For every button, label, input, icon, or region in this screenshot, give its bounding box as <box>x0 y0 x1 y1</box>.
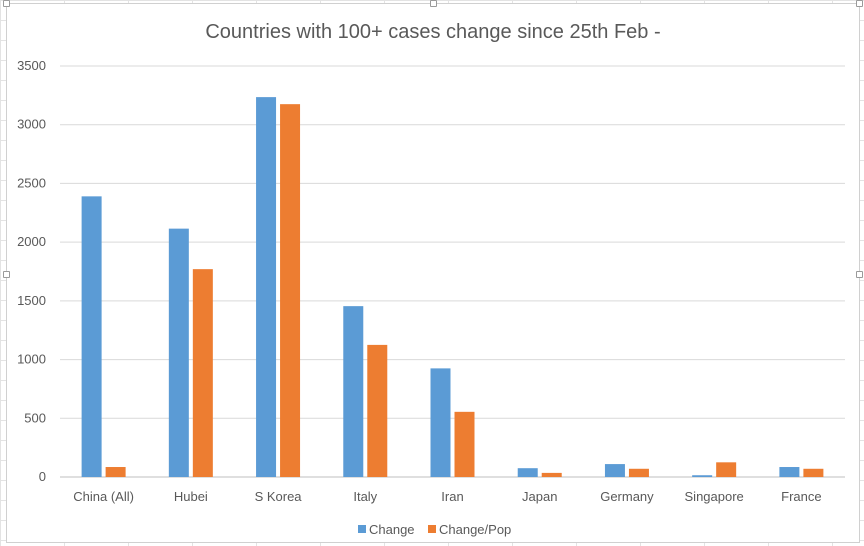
x-tick-label: China (All) <box>73 489 134 504</box>
bar-change-pop-2[interactable] <box>280 104 301 478</box>
bar-change-pop-1[interactable] <box>192 269 213 477</box>
y-tick-label: 2000 <box>17 234 46 249</box>
bar-change-0[interactable] <box>81 196 102 478</box>
y-tick-label: 3000 <box>17 117 46 132</box>
chart-title: Countries with 100+ cases change since 2… <box>205 21 660 43</box>
x-axis-tick-labels: China (All) Hubei S Korea Italy Iran Japan Ger… <box>73 489 821 504</box>
resize-handle-top-right[interactable] <box>856 0 863 7</box>
bar-change-pop-6[interactable] <box>628 468 649 477</box>
bar-change-pop-4[interactable] <box>454 411 475 477</box>
legend-swatch <box>358 525 366 533</box>
x-tick-label: Germany <box>600 489 654 504</box>
gridlines <box>60 65 845 478</box>
x-tick-label: Singapore <box>685 489 744 504</box>
y-tick-label: 3500 <box>17 58 46 73</box>
y-tick-label: 500 <box>24 410 46 425</box>
bar-change-5[interactable] <box>517 468 538 477</box>
legend: Change Change/Pop <box>358 522 511 537</box>
bar-change-8[interactable] <box>779 467 800 477</box>
resize-handle-top[interactable] <box>430 0 437 7</box>
x-tick-label: Iran <box>441 489 463 504</box>
legend-label: Change <box>369 522 415 537</box>
y-tick-label: 0 <box>39 469 46 484</box>
x-tick-label: Japan <box>522 489 557 504</box>
x-tick-label: S Korea <box>255 489 303 504</box>
resize-handle-left[interactable] <box>3 271 10 278</box>
bar-change-3[interactable] <box>343 306 364 477</box>
bar-change-pop-7[interactable] <box>716 462 737 477</box>
legend-swatch <box>428 525 436 533</box>
resize-handle-right[interactable] <box>856 271 863 278</box>
y-tick-label: 1000 <box>17 352 46 367</box>
bar-change-2[interactable] <box>256 97 277 478</box>
bar-change-pop-5[interactable] <box>541 472 562 477</box>
bar-change-pop-8[interactable] <box>803 468 824 477</box>
y-tick-label: 2500 <box>17 175 46 190</box>
bar-change-6[interactable] <box>604 464 625 477</box>
x-tick-label: France <box>781 489 821 504</box>
resize-handle-top-left[interactable] <box>3 0 10 7</box>
bar-change-4[interactable] <box>430 368 451 477</box>
bar-change-pop-3[interactable] <box>367 344 388 477</box>
x-tick-label: Hubei <box>174 489 208 504</box>
x-tick-label: Italy <box>353 489 377 504</box>
bar-change-7[interactable] <box>692 475 713 477</box>
bar-change-pop-0[interactable] <box>105 467 126 477</box>
bar-change-1[interactable] <box>168 228 189 477</box>
y-tick-label: 1500 <box>17 293 46 308</box>
y-axis-tick-labels: 0 500 1000 1500 2000 2500 3000 3500 <box>17 58 46 484</box>
legend-label: Change/Pop <box>439 522 511 537</box>
bars <box>81 97 824 478</box>
